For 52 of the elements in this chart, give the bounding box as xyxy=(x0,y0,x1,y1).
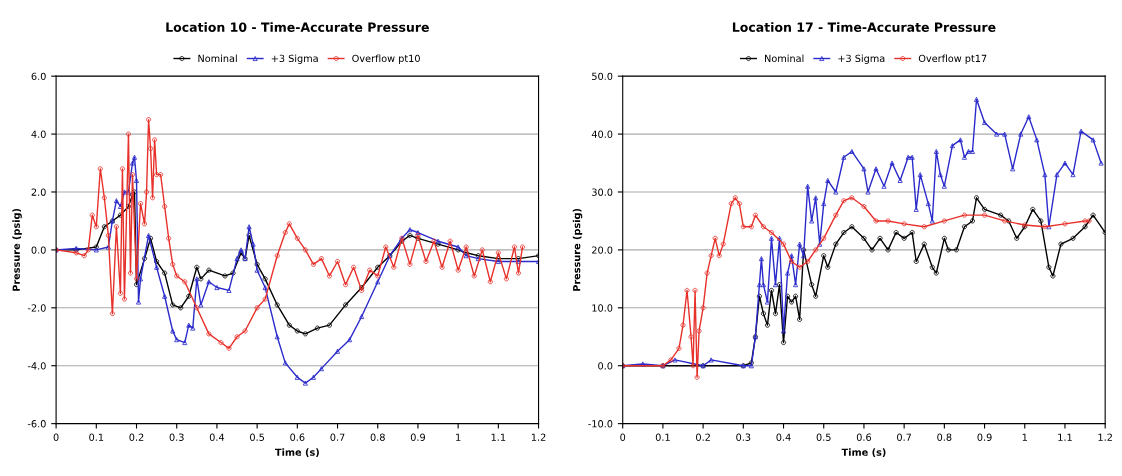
x-tick-label: 0.4 xyxy=(776,433,791,441)
x-axis-title: Time (s) xyxy=(841,448,886,457)
y-axis-title: Pressure (psig) xyxy=(12,208,22,291)
x-tick-label: 0.2 xyxy=(696,433,710,441)
x-tick-label: 0.8 xyxy=(937,433,952,441)
x-tick-label: 0.2 xyxy=(129,433,144,441)
legend-label: Nominal xyxy=(765,54,804,63)
y-tick-label: 0.0 xyxy=(598,362,613,370)
x-tick-label: 1.1 xyxy=(491,433,506,441)
y-axis-title: Pressure (psig) xyxy=(572,208,583,291)
y-tick-label: -6.0 xyxy=(27,420,46,428)
y-tick-label: -2.0 xyxy=(27,304,46,312)
y-tick-label: 0.0 xyxy=(31,246,46,254)
legend-label: +3 Sigma xyxy=(271,54,318,64)
x-tick-label: 0.3 xyxy=(736,433,751,441)
legend-label: Overflow pt17 xyxy=(918,54,987,64)
x-tick-label: 0.7 xyxy=(330,433,345,441)
chart-title: Location 10 - Time-Accurate Pressure xyxy=(166,22,429,32)
x-tick-label: 1 xyxy=(1022,433,1027,441)
x-tick-label: 0.8 xyxy=(370,433,385,441)
x-tick-label: 0.5 xyxy=(250,433,265,441)
x-tick-label: 0 xyxy=(620,433,626,441)
x-tick-label: 1.2 xyxy=(1098,433,1112,441)
x-tick-label: 0.5 xyxy=(816,433,831,441)
y-tick-label: -4.0 xyxy=(27,362,46,370)
legend-label: Nominal xyxy=(198,54,237,63)
y-tick-label: 4.0 xyxy=(31,130,46,138)
x-tick-label: 0.4 xyxy=(209,433,225,441)
legend-label: +3 Sigma xyxy=(838,54,885,64)
y-tick-label: 30.0 xyxy=(592,188,613,196)
x-tick-label: 0 xyxy=(53,433,59,441)
x-tick-label: 1.1 xyxy=(1058,433,1072,441)
y-tick-label: 6.0 xyxy=(31,72,46,80)
x-tick-label: 0.7 xyxy=(897,433,912,441)
y-tick-label: 2.0 xyxy=(31,188,46,196)
x-tick-label: 0.1 xyxy=(655,433,670,441)
chart-title: Location 17 - Time-Accurate Pressure xyxy=(732,22,996,32)
x-tick-label: 0.9 xyxy=(410,433,425,441)
y-tick-label: 40.0 xyxy=(591,130,613,138)
x-tick-label: 0.3 xyxy=(169,433,184,441)
y-tick-label: 20.0 xyxy=(592,246,613,254)
x-tick-label: 0.6 xyxy=(856,433,872,441)
y-tick-label: 10.0 xyxy=(592,304,613,312)
y-tick-label: 50.0 xyxy=(592,72,613,80)
x-tick-label: 0.9 xyxy=(977,433,992,441)
x-axis-title: Time (s) xyxy=(275,448,319,457)
x-tick-label: 0.6 xyxy=(290,433,305,441)
x-tick-label: 1 xyxy=(456,433,461,441)
x-tick-label: 1.2 xyxy=(531,433,546,441)
x-tick-label: 0.1 xyxy=(89,433,104,441)
y-tick-label: -10.0 xyxy=(588,420,613,428)
legend-label: Overflow pt10 xyxy=(352,54,420,64)
